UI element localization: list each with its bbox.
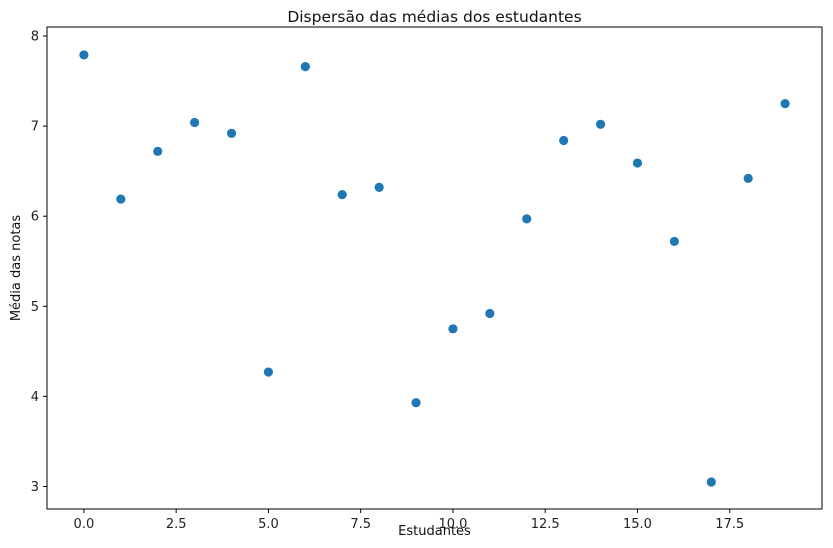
y-axis-label: Média das notas	[9, 215, 24, 322]
data-point	[337, 189, 347, 200]
data-point	[226, 128, 237, 138]
x-tick-label: 15.0	[623, 517, 652, 532]
data-point	[485, 308, 495, 319]
data-point	[669, 236, 679, 247]
data-point	[632, 158, 643, 168]
data-point	[411, 398, 421, 408]
y-tick-label: 5	[31, 300, 39, 315]
data-point	[706, 477, 716, 487]
data-point	[300, 62, 310, 72]
data-point	[374, 182, 384, 192]
x-tick-label: 7.5	[350, 517, 371, 532]
data-point	[780, 98, 790, 109]
data-point	[743, 173, 753, 183]
x-tick-label: 10.0	[438, 517, 467, 532]
data-point	[559, 135, 569, 146]
data-point	[448, 324, 458, 334]
y-tick-label: 4	[31, 390, 39, 405]
data-points	[79, 50, 790, 487]
data-point	[153, 146, 163, 156]
data-point	[116, 194, 126, 204]
data-point	[79, 50, 89, 60]
x-axis-label: Estudantes	[398, 524, 471, 539]
x-axis: 0.0 2.5 5.0 7.5 10.0 12.5 15.0 17.5	[74, 509, 744, 532]
data-point	[263, 367, 274, 377]
data-point	[595, 119, 606, 129]
x-tick-label: 12.5	[531, 517, 560, 532]
x-tick-label: 5.0	[258, 517, 279, 532]
y-tick-label: 7	[31, 120, 39, 135]
x-tick-label: 17.5	[715, 517, 744, 532]
y-tick-label: 8	[31, 30, 39, 45]
y-tick-label: 6	[31, 210, 39, 225]
data-point	[522, 214, 532, 224]
y-tick-label: 3	[31, 480, 39, 495]
y-axis: 3 4 5 6 7 8	[31, 30, 47, 495]
plot-area	[46, 26, 823, 510]
chart-title: Dispersão das médias dos estudantes	[287, 8, 581, 26]
x-tick-label: 0.0	[74, 517, 95, 532]
data-point	[190, 117, 200, 128]
x-tick-label: 2.5	[166, 517, 187, 532]
